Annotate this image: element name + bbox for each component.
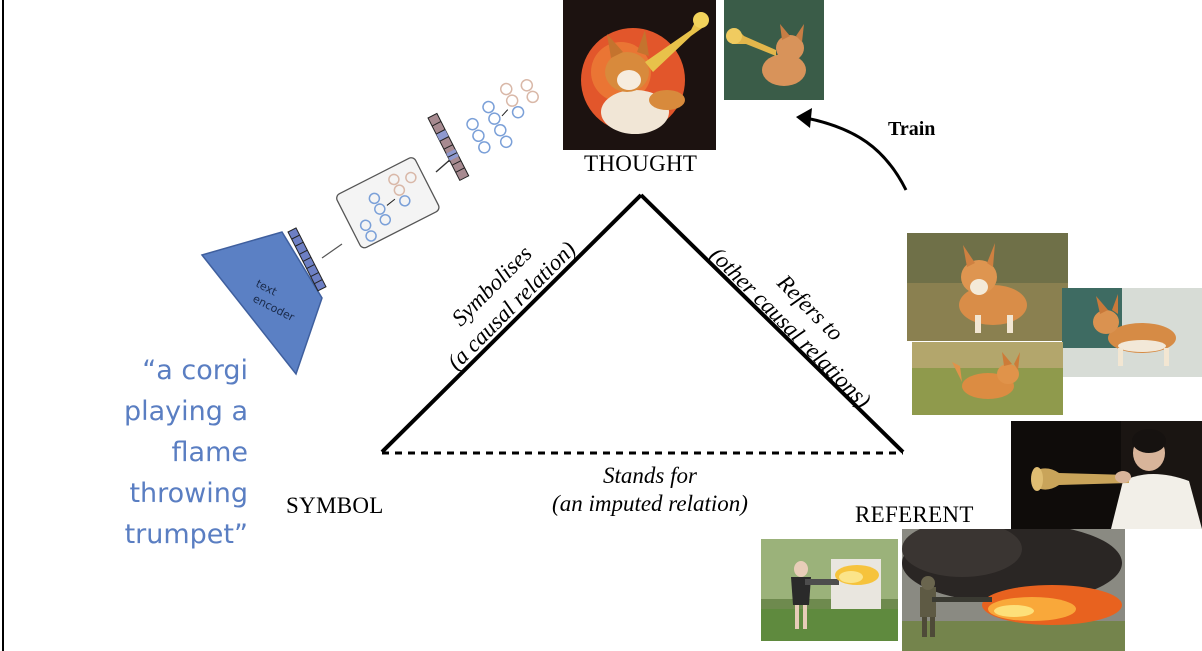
flamethrower-soldier-photo [902, 529, 1125, 651]
flamethrower-woman-photo [761, 539, 898, 641]
thought-label: THOUGHT [584, 151, 698, 176]
train-label: Train [888, 118, 936, 140]
triangle-edge-symbolises [380, 193, 643, 454]
prompt-line: trumpet” [124, 519, 248, 550]
prompt-line: flame [171, 437, 248, 468]
corgi-trumpet-illustration [563, 0, 716, 150]
stands-for-label: Stands for (an imputed relation) [520, 462, 780, 518]
decoder-circles [466, 79, 539, 154]
stands-for-line2: (an imputed relation) [552, 491, 748, 516]
corgi-side-photo [1062, 288, 1202, 377]
prompt-line: “a corgi [142, 355, 248, 386]
train-arrowhead [796, 108, 812, 128]
prompt-line: playing a [123, 396, 248, 427]
trumpet-player-photo [1011, 421, 1202, 529]
corgi-trumpet-render [724, 0, 824, 100]
text-prompt: “a corgi playing a flame throwing trumpe… [90, 350, 248, 555]
triangle-edge-refers-to [639, 193, 905, 454]
train-arrow [805, 116, 908, 191]
connector-line [321, 243, 343, 259]
prior-block [336, 157, 440, 249]
referent-label: REFERENT [855, 502, 974, 527]
symbol-label: SYMBOL [286, 493, 384, 518]
left-border [2, 0, 4, 651]
stands-for-line1: Stands for [603, 463, 697, 488]
corgi-standing-photo [907, 233, 1068, 341]
corgi-running-photo [912, 342, 1063, 415]
token-embedding-column [287, 227, 327, 292]
image-embedding-column [427, 112, 470, 182]
text-encoder-block [200, 231, 323, 376]
prompt-line: throwing [129, 478, 248, 509]
